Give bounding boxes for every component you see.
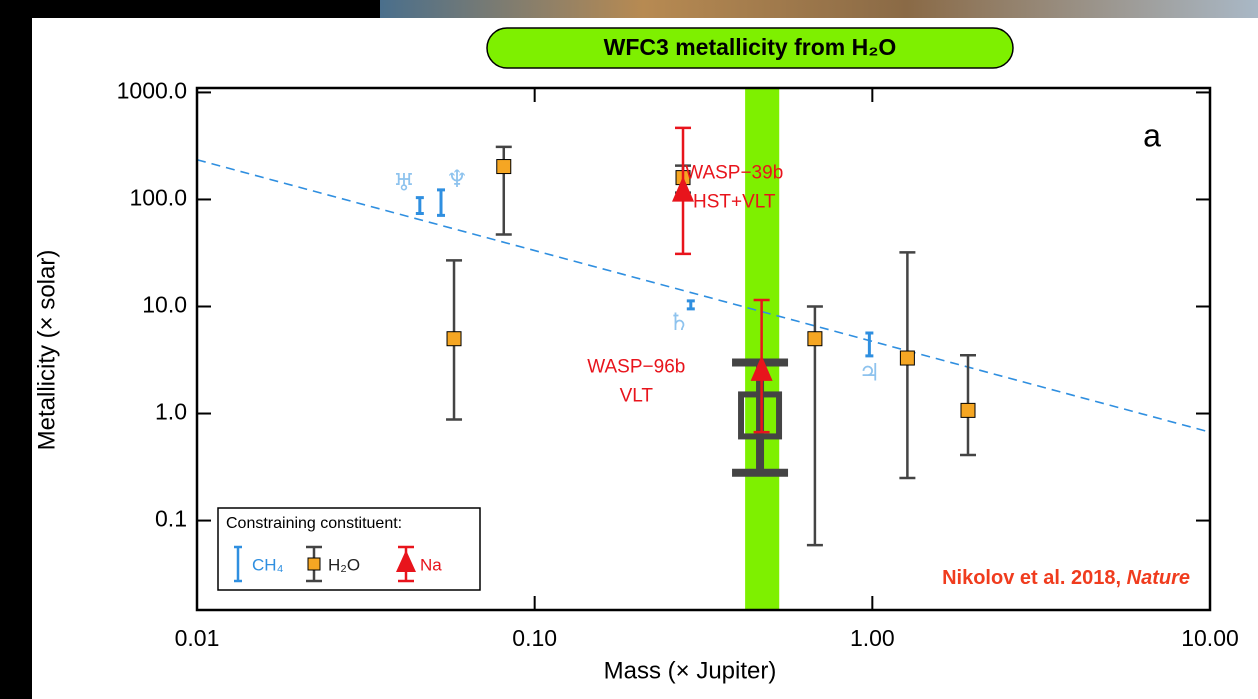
top-border <box>0 0 380 18</box>
legend-swatch <box>396 550 416 572</box>
photo-strip <box>380 0 1258 18</box>
annotation: VLT <box>620 385 654 406</box>
y-axis-label: Metallicity (× solar) <box>33 250 60 451</box>
error-bar <box>806 305 823 547</box>
citation-journal: Nature <box>1127 567 1190 589</box>
legend-label: CH₄ <box>252 555 284 574</box>
legend-label: Na <box>420 555 442 574</box>
square-marker <box>446 331 462 347</box>
legend-swatch <box>234 545 242 583</box>
trend-line <box>196 158 1211 433</box>
panel-label: a <box>1143 117 1161 153</box>
planet-symbol: ♅ <box>393 168 415 196</box>
y-tick-label: 100.0 <box>129 185 187 211</box>
triangle-marker <box>672 176 695 202</box>
planet-symbol: ♄ <box>668 308 690 336</box>
y-tick-label: 10.0 <box>142 292 187 318</box>
square-marker <box>807 331 823 347</box>
annotation: WASP−96b <box>587 356 685 377</box>
annotation: WASP−39b <box>685 162 783 183</box>
plot-frame <box>195 86 1212 612</box>
x-tick-label: 0.10 <box>512 625 557 651</box>
y-tick-label: 1.0 <box>155 399 187 425</box>
y-tick-label: 1000.0 <box>117 78 187 104</box>
citation: Nikolov et al. 2018, Nature <box>942 567 1190 589</box>
error-bar <box>415 196 424 215</box>
legend-title: Constraining constituent: <box>226 515 402 532</box>
title-box <box>486 27 1014 69</box>
x-axis-label: Mass (× Jupiter) <box>604 657 777 684</box>
planet-symbol: ♆ <box>446 165 468 193</box>
square-marker <box>496 159 512 175</box>
square-marker <box>960 402 976 418</box>
square-marker <box>899 350 915 366</box>
error-bar <box>865 331 874 358</box>
legend-swatch <box>307 557 321 571</box>
x-tick-label: 0.01 <box>175 625 220 651</box>
annotation: HST+VLT <box>693 191 776 212</box>
legend-box <box>217 507 481 591</box>
legend-label: H₂O <box>328 555 360 574</box>
planet-symbol: ♃ <box>859 359 881 387</box>
chart-title: WFC3 metallicity from H₂O <box>604 34 897 60</box>
left-border <box>0 0 32 699</box>
square-marker <box>738 391 783 440</box>
x-tick-label: 1.00 <box>850 625 895 651</box>
y-tick-label: 0.1 <box>155 506 187 532</box>
error-bar <box>437 188 446 217</box>
error-bar <box>686 299 695 311</box>
citation-text: Nikolov et al. 2018, <box>942 567 1121 589</box>
triangle-marker <box>750 355 773 381</box>
x-tick-label: 10.00 <box>1181 625 1239 651</box>
